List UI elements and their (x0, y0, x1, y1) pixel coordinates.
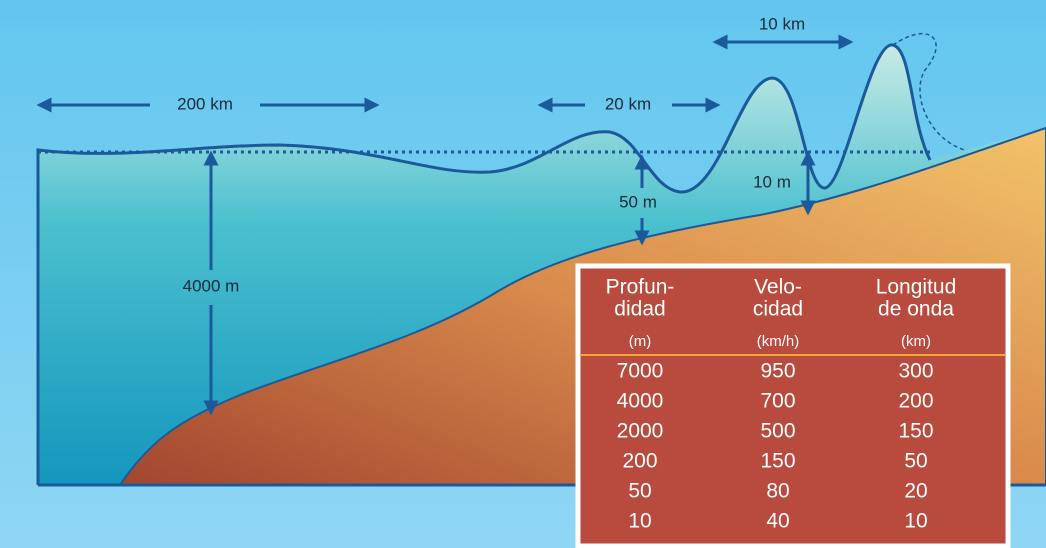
label: 200 km (177, 94, 233, 113)
table-cell: 300 (898, 360, 933, 383)
table-cell: 40 (766, 510, 789, 533)
label: 10 km (759, 14, 805, 33)
table-unit: (km) (901, 333, 931, 350)
table-unit: (m) (629, 333, 652, 350)
table-cell: 200 (622, 450, 657, 473)
label: 20 km (605, 94, 651, 113)
table-cell: 80 (766, 480, 789, 503)
table-header: Profun- (606, 276, 675, 299)
table-cell: 10 (904, 510, 927, 533)
table-cell: 4000 (617, 390, 664, 413)
table-cell: 500 (760, 420, 795, 443)
label: 50 m (619, 192, 657, 211)
table-cell: 950 (760, 360, 795, 383)
table-cell: 50 (628, 480, 651, 503)
table-cell: 50 (904, 450, 927, 473)
table-header: Velo- (754, 276, 802, 299)
table-header: didad (614, 298, 665, 321)
label: 4000 m (183, 276, 240, 295)
table-cell: 2000 (617, 420, 664, 443)
table-header: de onda (878, 298, 954, 321)
table-cell: 150 (760, 450, 795, 473)
table-cell: 7000 (617, 360, 664, 383)
label: 10 m (753, 172, 791, 191)
table-cell: 700 (760, 390, 795, 413)
table-unit: (km/h) (757, 333, 800, 350)
table-header: cidad (753, 298, 803, 321)
table-cell: 10 (628, 510, 651, 533)
table-cell: 150 (898, 420, 933, 443)
tsunami-diagram: 200 km 20 km 10 km 4000 m 50 m 10 m Prof… (0, 0, 1046, 548)
table-cell: 20 (904, 480, 927, 503)
table-header: Longitud (876, 276, 957, 299)
table-cell: 200 (898, 390, 933, 413)
